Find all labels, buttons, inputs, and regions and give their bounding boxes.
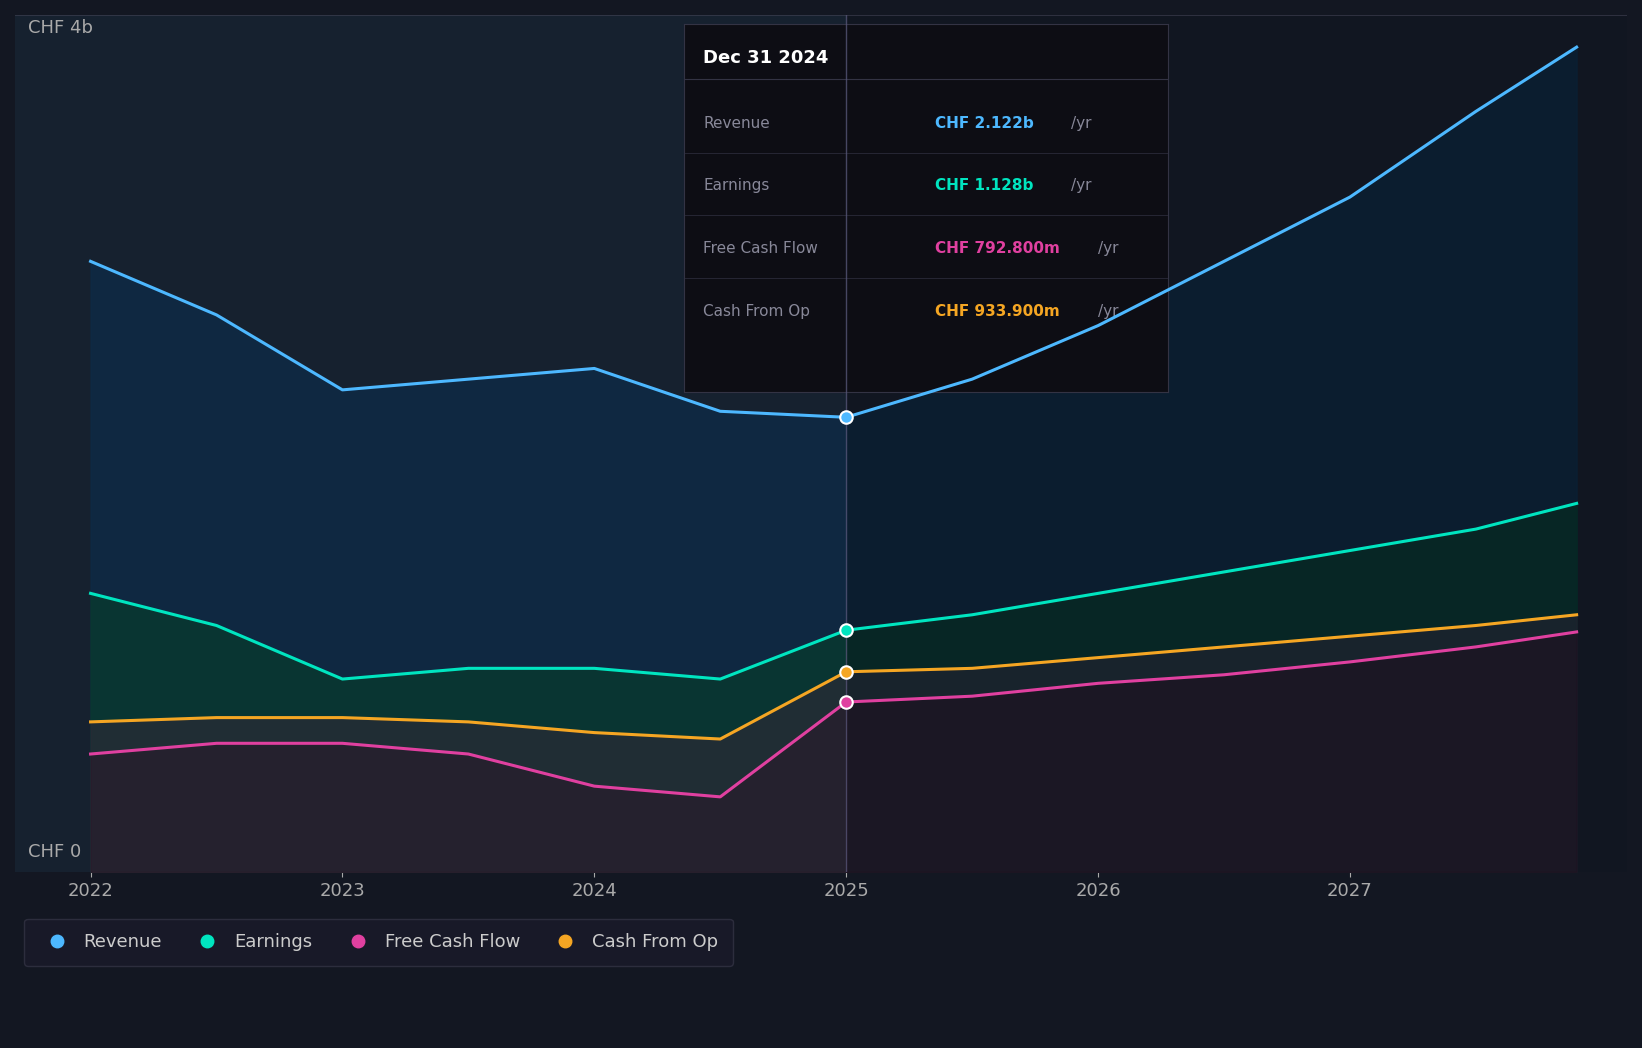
Text: Analysts Forecasts: Analysts Forecasts: [859, 62, 1026, 80]
Bar: [846, 15, 1627, 872]
Legend: Revenue, Earnings, Free Cash Flow, Cash From Op: Revenue, Earnings, Free Cash Flow, Cash …: [25, 919, 732, 965]
Text: Past: Past: [796, 62, 834, 80]
Bar: [15, 15, 846, 872]
Text: CHF 4b: CHF 4b: [28, 19, 92, 38]
Text: CHF 0: CHF 0: [28, 844, 80, 861]
